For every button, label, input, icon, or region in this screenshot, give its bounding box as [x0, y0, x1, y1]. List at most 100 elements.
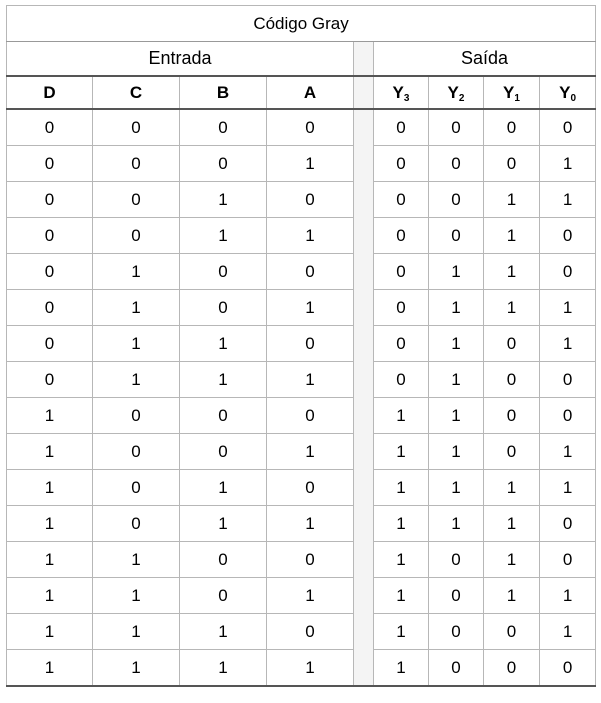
column-gap: [353, 505, 374, 542]
column-gap: [353, 469, 374, 506]
input-cell: 0: [6, 253, 93, 290]
input-cell: 0: [6, 181, 93, 218]
output-cell: 1: [373, 541, 429, 578]
input-cell: 0: [179, 253, 267, 290]
output-cell: 0: [428, 649, 484, 687]
input-cell: 1: [6, 541, 93, 578]
column-gap: [353, 145, 374, 182]
column-gap: [353, 397, 374, 434]
output-cell: 0: [373, 181, 429, 218]
output-cell: 0: [538, 253, 597, 290]
column-header-y1: Y1: [483, 75, 540, 110]
input-cell: 1: [92, 253, 180, 290]
gray-code-table-container: Código Gray Entrada Saída D C B A Y3 Y2 …: [5, 5, 597, 687]
output-cell: 0: [428, 181, 484, 218]
output-cell: 0: [373, 145, 429, 182]
output-cell: 1: [428, 289, 484, 326]
output-cell: 1: [373, 505, 429, 542]
input-cell: 0: [266, 613, 354, 650]
output-cell: 1: [428, 433, 484, 470]
column-gap: [353, 41, 374, 77]
output-cell: 0: [538, 397, 597, 434]
input-cell: 0: [266, 181, 354, 218]
output-cell: 0: [483, 433, 540, 470]
output-cell: 1: [538, 145, 597, 182]
output-cell: 1: [538, 325, 597, 362]
column-gap: [353, 217, 374, 254]
output-cell: 1: [538, 433, 597, 470]
output-cell: 0: [428, 613, 484, 650]
input-cell: 0: [179, 541, 267, 578]
output-cell: 0: [538, 541, 597, 578]
input-cell: 1: [179, 505, 267, 542]
input-cell: 0: [266, 397, 354, 434]
column-header-c: C: [92, 75, 180, 110]
input-cell: 0: [6, 289, 93, 326]
output-cell: 1: [428, 397, 484, 434]
output-cell: 1: [483, 253, 540, 290]
output-cell: 0: [428, 217, 484, 254]
input-cell: 1: [179, 469, 267, 506]
input-cell: 1: [6, 505, 93, 542]
input-cell: 1: [6, 469, 93, 506]
output-cell: 0: [483, 649, 540, 687]
input-cell: 1: [6, 397, 93, 434]
input-cell: 1: [266, 289, 354, 326]
column-header-y2: Y2: [428, 75, 484, 110]
column-gap: [353, 325, 374, 362]
input-cell: 0: [266, 108, 354, 146]
input-cell: 1: [6, 649, 93, 687]
output-cell: 0: [483, 397, 540, 434]
input-cell: 0: [266, 469, 354, 506]
output-cell: 0: [483, 108, 540, 146]
input-cell: 0: [92, 397, 180, 434]
input-cell: 0: [6, 325, 93, 362]
input-cell: 1: [92, 577, 180, 614]
input-cell: 1: [92, 289, 180, 326]
output-cell: 0: [428, 577, 484, 614]
input-cell: 1: [266, 217, 354, 254]
column-gap: [353, 541, 374, 578]
output-cell: 1: [428, 325, 484, 362]
output-cell: 1: [373, 577, 429, 614]
output-cell: 1: [538, 289, 597, 326]
output-cell: 1: [428, 253, 484, 290]
input-cell: 0: [92, 505, 180, 542]
header-letter: Y: [503, 82, 515, 102]
column-gap: [353, 649, 374, 687]
output-cell: 1: [483, 577, 540, 614]
input-cell: 1: [266, 649, 354, 687]
column-gap: [353, 577, 374, 614]
input-cell: 0: [6, 361, 93, 398]
input-cell: 1: [92, 361, 180, 398]
input-cell: 0: [92, 433, 180, 470]
column-header-a: A: [266, 75, 354, 110]
output-cell: 0: [538, 361, 597, 398]
header-subscript: 0: [570, 92, 576, 104]
output-cell: 0: [538, 217, 597, 254]
output-cell: 0: [373, 108, 429, 146]
header-subscript: 1: [514, 92, 520, 104]
input-cell: 1: [92, 325, 180, 362]
column-header-y0: Y0: [538, 75, 597, 110]
output-cell: 1: [428, 361, 484, 398]
output-cell: 0: [538, 649, 597, 687]
output-cell: 1: [483, 541, 540, 578]
input-cell: 0: [6, 145, 93, 182]
input-cell: 0: [179, 108, 267, 146]
input-cell: 0: [179, 145, 267, 182]
input-cell: 0: [92, 217, 180, 254]
output-cell: 1: [483, 505, 540, 542]
output-cell: 0: [428, 108, 484, 146]
column-gap: [353, 76, 374, 110]
output-cell: 1: [483, 217, 540, 254]
